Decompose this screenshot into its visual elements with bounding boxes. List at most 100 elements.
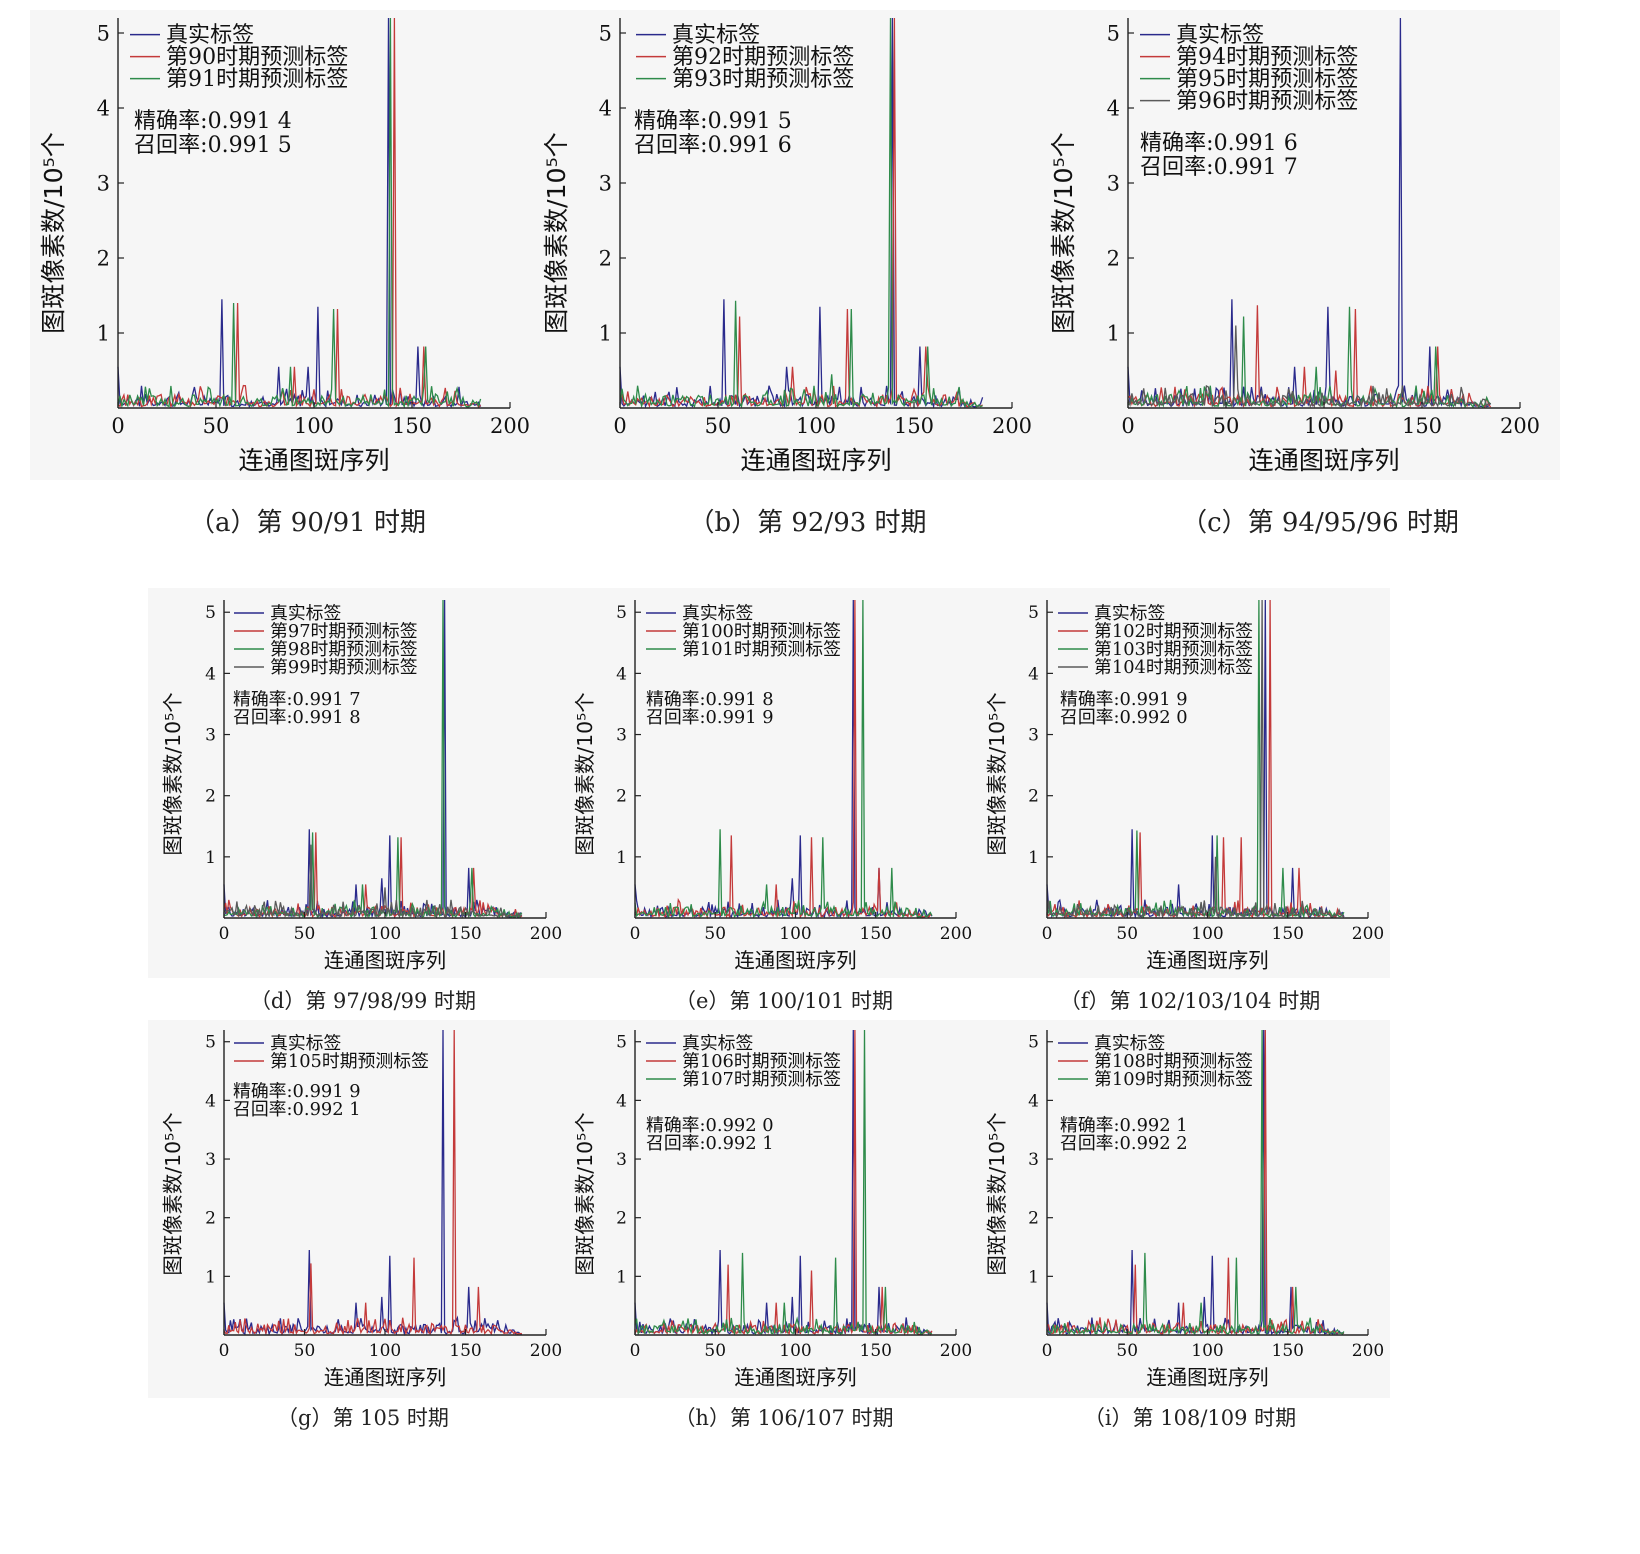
legend-label: 第104时期预测标签 [1094, 657, 1253, 678]
x-tick-label: 100 [779, 924, 811, 944]
series-line [1046, 599, 1345, 919]
x-tick-label: 150 [449, 1341, 481, 1361]
legend-label: 第101时期预测标签 [682, 639, 841, 660]
x-axis-label: 连通图斑序列 [740, 446, 891, 475]
y-tick-label: 4 [97, 96, 110, 120]
metric-label: 召回率:0.992 0 [1060, 707, 1188, 728]
y-tick-label: 1 [205, 848, 216, 868]
x-tick-label: 150 [1402, 414, 1442, 438]
legend-label: 真实标签 [682, 603, 754, 624]
x-axis-label: 连通图斑序列 [324, 1365, 446, 1389]
x-tick-label: 100 [369, 924, 401, 944]
x-tick-label: 50 [704, 1341, 726, 1361]
legend-label: 真实标签 [270, 1033, 342, 1054]
legend-label: 第96时期预测标签 [1176, 89, 1358, 114]
x-tick-label: 100 [796, 414, 836, 438]
chart-a: 0 50 100 150 200 1 2 3 4 5 连通图斑序列 图斑像素数/10⁵个 真实标签第90… [30, 10, 540, 538]
series-line [223, 1029, 522, 1336]
y-tick-label: 1 [599, 321, 612, 345]
y-tick-label: 3 [1028, 1150, 1039, 1170]
y-tick-label: 4 [599, 96, 612, 120]
y-tick-label: 5 [616, 1033, 627, 1053]
series-line [1127, 306, 1492, 409]
series-line [1127, 325, 1491, 409]
x-tick-label: 0 [1042, 1341, 1053, 1361]
panel-caption: （c）第 94/95/96 时期 [1181, 508, 1459, 538]
metric-label: 召回率:0.992 1 [646, 1133, 774, 1154]
metric-label: 召回率:0.991 6 [634, 133, 792, 158]
x-tick-label: 100 [1304, 414, 1344, 438]
y-tick-label: 3 [205, 725, 216, 745]
x-tick-label: 0 [219, 1341, 230, 1361]
legend-label: 真实标签 [682, 1033, 754, 1054]
x-tick-label: 50 [1116, 1341, 1138, 1361]
y-tick-label: 1 [616, 848, 627, 868]
panel-caption: （g）第 105 时期 [277, 1406, 449, 1430]
x-axis-label: 连通图斑序列 [238, 446, 389, 475]
x-tick-label: 0 [1121, 414, 1134, 438]
y-tick-label: 4 [1028, 664, 1039, 684]
y-tick-label: 2 [97, 246, 110, 270]
x-axis-label: 连通图斑序列 [324, 948, 446, 972]
y-tick-label: 3 [616, 1150, 627, 1170]
legend-label: 真实标签 [166, 23, 254, 48]
x-tick-label: 100 [779, 1341, 811, 1361]
legend-label: 真实标签 [1094, 603, 1166, 624]
x-tick-label: 200 [530, 924, 562, 944]
y-tick-label: 3 [1107, 171, 1120, 195]
x-axis-label: 连通图斑序列 [1146, 948, 1268, 972]
legend-label: 第98时期预测标签 [270, 639, 418, 660]
y-tick-label: 3 [599, 171, 612, 195]
x-tick-label: 0 [630, 924, 641, 944]
legend-label: 第93时期预测标签 [672, 67, 854, 92]
y-tick-label: 3 [616, 725, 627, 745]
y-axis-label: 图斑像素数/10⁵个 [161, 1112, 185, 1275]
x-tick-label: 0 [219, 924, 230, 944]
y-tick-label: 1 [1107, 321, 1120, 345]
legend-label: 第90时期预测标签 [166, 45, 348, 70]
series-line [117, 17, 482, 409]
x-tick-label: 100 [1191, 924, 1223, 944]
x-tick-label: 100 [369, 1341, 401, 1361]
y-tick-label: 1 [616, 1267, 627, 1287]
y-tick-label: 2 [599, 246, 612, 270]
panel-caption: （d）第 97/98/99 时期 [250, 989, 476, 1013]
chart-f: 0 50 100 150 200 1 2 3 4 5 连通图斑序列 图斑像素数/10⁵个 真实标签第10… [985, 588, 1390, 1013]
y-tick-label: 4 [1028, 1091, 1039, 1111]
x-tick-label: 200 [940, 1341, 972, 1361]
legend-label: 第97时期预测标签 [270, 621, 418, 642]
y-axis-label: 图斑像素数/10⁵个 [542, 132, 571, 334]
x-tick-label: 200 [1352, 1341, 1384, 1361]
x-tick-label: 150 [860, 1341, 892, 1361]
metric-label: 精确率:0.991 9 [1060, 689, 1188, 710]
y-tick-label: 3 [1028, 725, 1039, 745]
x-axis-label: 连通图斑序列 [734, 1365, 856, 1389]
panel-caption: （b）第 92/93 时期 [688, 508, 926, 538]
x-tick-label: 200 [940, 924, 972, 944]
y-axis-label: 图斑像素数/10⁵个 [985, 692, 1009, 855]
metric-label: 精确率:0.991 6 [1140, 131, 1298, 156]
metric-label: 召回率:0.992 1 [233, 1099, 361, 1120]
metric-label: 召回率:0.992 2 [1060, 1133, 1188, 1154]
legend-label: 第103时期预测标签 [1094, 639, 1253, 660]
y-tick-label: 4 [616, 1091, 627, 1111]
metric-label: 精确率:0.992 1 [1060, 1115, 1188, 1136]
legend-label: 第108时期预测标签 [1094, 1051, 1253, 1072]
legend-label: 第91时期预测标签 [166, 67, 348, 92]
series-line [619, 17, 983, 409]
y-tick-label: 4 [205, 1091, 216, 1111]
panel-caption: （i）第 108/109 时期 [1084, 1406, 1296, 1430]
panel-caption: （f）第 102/103/104 时期 [1060, 989, 1321, 1013]
legend-label: 第94时期预测标签 [1176, 45, 1358, 70]
legend-label: 第95时期预测标签 [1176, 67, 1358, 92]
metric-label: 精确率:0.991 5 [634, 109, 792, 134]
x-tick-label: 200 [490, 414, 530, 438]
y-tick-label: 1 [97, 321, 110, 345]
chart-i: 0 50 100 150 200 1 2 3 4 5 连通图斑序列 图斑像素数/10⁵个 真实标签第10… [985, 1020, 1390, 1430]
y-axis-label: 图斑像素数/10⁵个 [573, 1112, 597, 1275]
x-tick-label: 200 [992, 414, 1032, 438]
x-tick-label: 100 [294, 414, 334, 438]
legend-label: 第99时期预测标签 [270, 657, 418, 678]
metric-label: 精确率:0.991 7 [233, 689, 361, 710]
